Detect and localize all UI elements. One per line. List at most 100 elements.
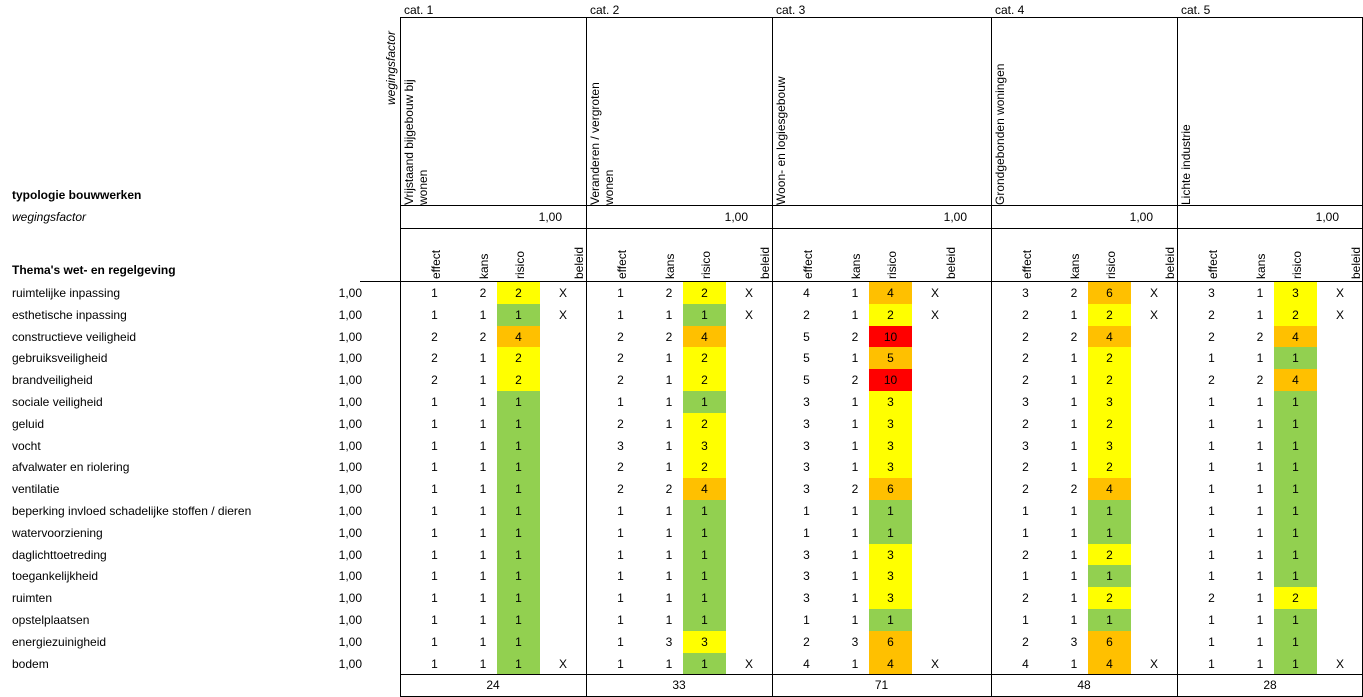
beleid-cell bbox=[540, 391, 586, 413]
kans-cell: 1 bbox=[1070, 613, 1078, 627]
theme-label: esthetische inpassing bbox=[12, 307, 127, 322]
risk-cell: 2 bbox=[683, 347, 726, 370]
effect-cell: 1 bbox=[431, 613, 438, 627]
effect-cell: 1 bbox=[431, 569, 438, 584]
theme-label: gebruiksveiligheid bbox=[12, 351, 108, 366]
kans-cell: 1 bbox=[1256, 482, 1264, 497]
kans-cell: 1 bbox=[1256, 613, 1264, 627]
beleid-cell bbox=[540, 456, 586, 478]
beleid-cell: X bbox=[558, 307, 567, 322]
effect-cell: 1 bbox=[1022, 504, 1029, 518]
effect-cell: 1 bbox=[617, 634, 624, 649]
beleid-cell bbox=[540, 413, 586, 435]
column-header-kans: kans bbox=[663, 253, 677, 279]
effect-cell: 1 bbox=[1208, 438, 1215, 453]
beleid-cell bbox=[1131, 609, 1177, 631]
effect-cell: 3 bbox=[1208, 286, 1215, 300]
theme-weight: 1,00 bbox=[338, 329, 362, 344]
risk-cell: 3 bbox=[869, 565, 912, 588]
kans-cell: 1 bbox=[1256, 286, 1264, 300]
effect-cell: 2 bbox=[803, 307, 810, 322]
beleid-cell bbox=[726, 413, 772, 435]
risk-cell: 4 bbox=[869, 652, 912, 675]
kans-cell: 1 bbox=[479, 482, 487, 497]
effect-cell: 3 bbox=[803, 591, 810, 606]
beleid-cell bbox=[1317, 326, 1363, 348]
theme-label: geluid bbox=[12, 416, 45, 431]
risk-cell: 1 bbox=[1274, 609, 1317, 631]
beleid-cell bbox=[726, 587, 772, 609]
kans-cell: 1 bbox=[1256, 460, 1264, 475]
column-header-beleid: beleid bbox=[1163, 246, 1177, 279]
risk-cell: 1 bbox=[497, 543, 540, 566]
category-label: cat. 3 bbox=[776, 3, 806, 17]
effect-cell: 3 bbox=[803, 395, 810, 409]
kans-cell: 1 bbox=[1256, 395, 1264, 409]
column-header-beleid: beleid bbox=[944, 246, 958, 279]
effect-cell: 2 bbox=[1208, 329, 1215, 344]
kans-cell: 1 bbox=[479, 525, 487, 540]
kans-cell: 1 bbox=[665, 373, 673, 388]
category-label: cat. 2 bbox=[590, 3, 620, 17]
kans-cell: 1 bbox=[665, 504, 673, 518]
kans-cell: 2 bbox=[665, 482, 673, 497]
theme-weight: 1,00 bbox=[338, 351, 362, 366]
beleid-cell bbox=[912, 609, 958, 631]
theme-weight: 1,00 bbox=[338, 525, 362, 540]
effect-cell: 2 bbox=[617, 460, 624, 475]
kans-cell: 1 bbox=[1070, 569, 1078, 584]
theme-label: ruimten bbox=[12, 591, 53, 606]
column-header-kans: kans bbox=[1068, 253, 1082, 279]
kans-cell: 1 bbox=[851, 504, 859, 518]
kans-cell: 1 bbox=[851, 569, 859, 584]
column-header-beleid: beleid bbox=[1349, 246, 1363, 279]
beleid-cell: X bbox=[930, 307, 939, 322]
grid-line bbox=[360, 281, 400, 282]
effect-cell: 2 bbox=[617, 482, 624, 497]
kans-cell: 1 bbox=[665, 416, 673, 431]
kans-cell: 1 bbox=[665, 547, 673, 562]
kans-cell: 1 bbox=[665, 307, 673, 322]
risk-cell: 2 bbox=[497, 282, 540, 304]
column-header-effect: effect bbox=[800, 249, 815, 279]
kans-cell: 1 bbox=[665, 569, 673, 584]
risk-cell: 1 bbox=[1088, 521, 1131, 544]
risk-cell: 1 bbox=[1274, 543, 1317, 566]
category-total: 28 bbox=[1263, 678, 1277, 692]
risk-cell: 1 bbox=[1088, 609, 1131, 631]
kans-cell: 2 bbox=[1070, 329, 1078, 344]
effect-cell: 1 bbox=[617, 504, 624, 518]
beleid-cell bbox=[912, 347, 958, 369]
kans-cell: 1 bbox=[1070, 373, 1078, 388]
kans-cell: 2 bbox=[479, 329, 487, 344]
effect-cell: 2 bbox=[431, 373, 438, 388]
effect-cell: 3 bbox=[803, 569, 810, 584]
effect-cell: 1 bbox=[617, 547, 624, 562]
risk-cell: 2 bbox=[1088, 303, 1131, 326]
effect-cell: 1 bbox=[431, 286, 438, 300]
kans-cell: 2 bbox=[851, 329, 859, 344]
risk-cell: 4 bbox=[1274, 325, 1317, 348]
effect-cell: 1 bbox=[617, 307, 624, 322]
effect-cell: 2 bbox=[1208, 591, 1215, 606]
kans-cell: 2 bbox=[1256, 329, 1264, 344]
effect-cell: 3 bbox=[1022, 395, 1029, 409]
beleid-cell bbox=[540, 544, 586, 566]
weight-label: wegingsfactor bbox=[12, 210, 87, 224]
kans-cell: 1 bbox=[479, 351, 487, 366]
beleid-cell bbox=[912, 456, 958, 478]
beleid-cell bbox=[540, 369, 586, 391]
effect-cell: 3 bbox=[1022, 286, 1029, 300]
beleid-cell bbox=[912, 369, 958, 391]
beleid-cell bbox=[1317, 631, 1363, 653]
risk-cell: 6 bbox=[1088, 282, 1131, 304]
risk-cell: 1 bbox=[497, 303, 540, 326]
theme-label: opstelplaatsen bbox=[12, 613, 90, 627]
risk-cell: 1 bbox=[1274, 521, 1317, 544]
grid-line bbox=[400, 281, 1362, 282]
category-weight: 1,00 bbox=[1315, 210, 1339, 224]
beleid-cell bbox=[1317, 609, 1363, 631]
risk-cell: 1 bbox=[683, 587, 726, 610]
beleid-cell bbox=[1131, 631, 1177, 653]
beleid-cell bbox=[912, 565, 958, 587]
